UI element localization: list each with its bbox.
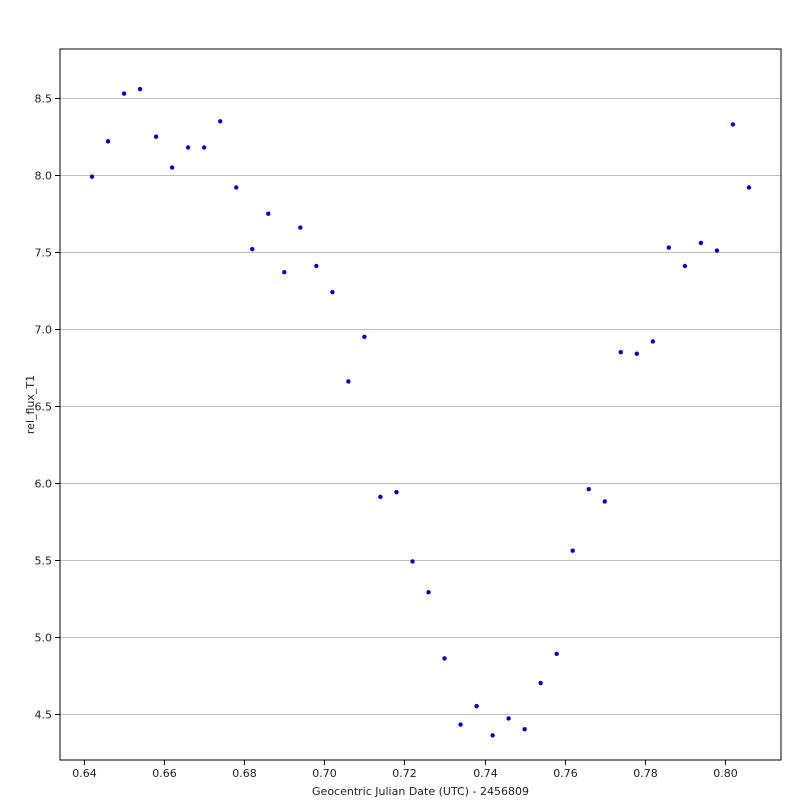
x-tick-label: 0.76 [553,767,578,780]
data-point [121,91,127,96]
data-point [490,733,495,738]
data-point [698,240,704,246]
x-axis-label: Geocentric Julian Date (UTC) - 2456809 [312,785,529,798]
y-axis: 4.5 5.0 5.5 6.0 6.5 7.0 7.5 8.0 8.5 [35,93,60,722]
data-point [250,246,255,252]
data-point [105,139,111,144]
data-point [137,86,143,92]
data-point [218,119,223,124]
data-point [314,263,319,269]
data-point [153,134,159,139]
data-point [666,245,672,250]
data-point [522,727,527,732]
data-point [570,548,575,553]
data-point [618,349,623,355]
data-point [185,145,191,150]
data-point [234,185,239,190]
data-point [682,263,688,269]
data-point [746,185,752,190]
x-tick-label: 0.68 [232,767,257,780]
data-point [330,289,335,295]
data-point [282,269,287,275]
data-point [506,716,511,721]
data-point [410,559,415,564]
y-tick-label: 8.5 [35,93,53,106]
y-tick-label: 7.0 [35,324,53,337]
y-tick-label: 5.5 [35,555,53,568]
data-point [378,494,383,500]
y-axis-label: rel_flux_T1 [24,375,37,434]
data-point [442,656,447,661]
data-point [586,486,591,492]
x-tick-label: 0.70 [312,767,337,780]
data-point [346,379,351,384]
data-point [202,145,207,150]
data-point [714,248,720,253]
y-tick-label: 5.0 [35,632,53,645]
x-axis: 0.64 0.66 0.68 0.70 0.72 0.74 0.76 0.78 0.80 [72,760,738,780]
data-point [426,590,431,595]
data-point [298,225,303,230]
data-point [602,499,607,504]
x-tick-label: 0.80 [713,767,738,780]
x-tick-label: 0.78 [633,767,658,780]
data-point [538,680,543,686]
points-layer [89,86,752,738]
data-point [650,339,656,344]
data-point [362,334,367,339]
data-point [394,490,399,495]
y-tick-label: 6.0 [35,478,53,491]
x-tick-label: 0.66 [152,767,177,780]
y-tick-label: 8.0 [35,170,53,183]
y-tick-label: 4.5 [35,709,53,722]
data-point [730,122,736,127]
y-tick-label: 6.5 [35,401,53,414]
data-point [554,651,559,657]
data-point [474,703,479,709]
data-point [169,165,175,170]
grid-layer [60,98,781,715]
y-tick-label: 7.5 [35,247,53,260]
data-point [634,351,639,356]
plot-frame [59,48,782,761]
data-point [89,174,95,179]
data-point [458,722,463,727]
data-point [266,211,271,216]
x-tick-label: 0.64 [72,767,97,780]
x-tick-label: 0.74 [473,767,498,780]
x-tick-label: 0.72 [392,767,417,780]
